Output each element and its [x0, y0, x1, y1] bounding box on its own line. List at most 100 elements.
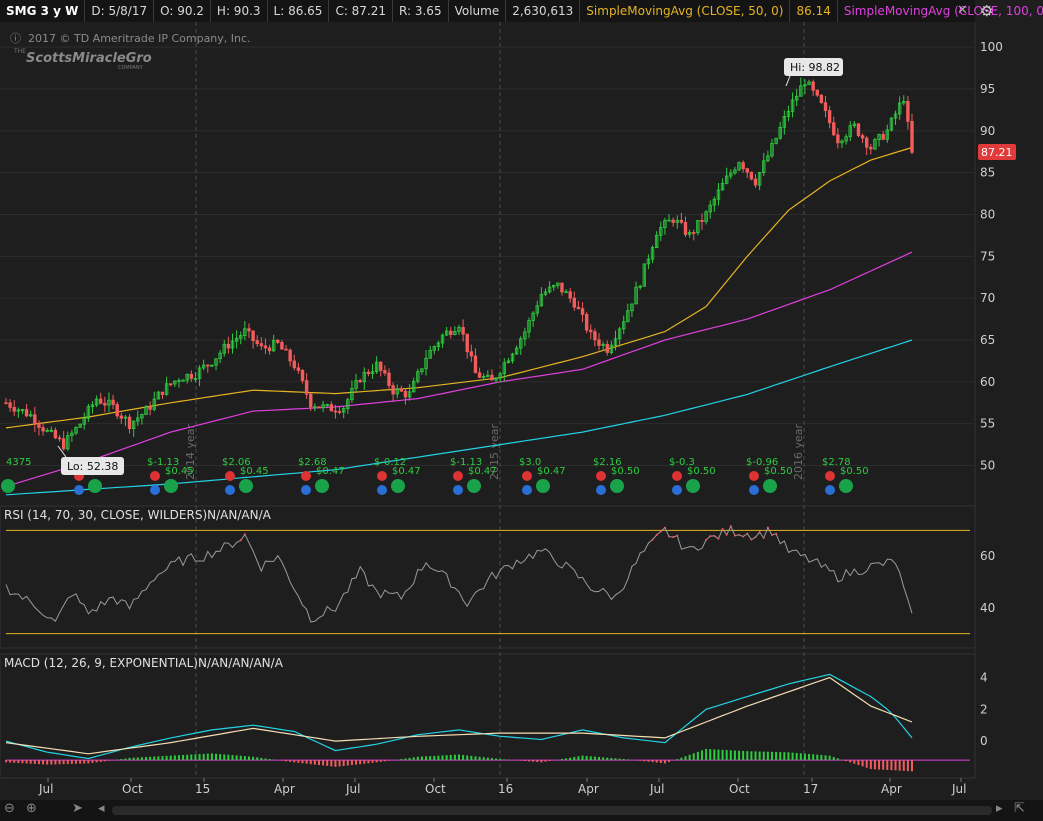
eps-label: 4375: [6, 457, 31, 468]
time-tick-label: Apr: [578, 782, 599, 796]
rsi-overbought-point: [243, 533, 246, 536]
candle-body: [556, 282, 560, 286]
sma100-study-label[interactable]: SimpleMovingAvg (CLOSE, 100, 0): [838, 0, 1043, 22]
candle-body: [94, 398, 99, 406]
candle-body: [263, 345, 268, 349]
candle-body: [444, 330, 449, 336]
rsi-overbought-point: [676, 534, 679, 537]
eps-label: $2.68: [298, 457, 327, 468]
eps-label: $-1.13: [147, 457, 179, 468]
candle-body: [869, 146, 873, 150]
candle-body: [337, 411, 342, 413]
candle-body: [144, 406, 148, 415]
candle-body: [856, 123, 861, 137]
dividend-label: $0.50: [611, 466, 640, 477]
candle-body: [333, 410, 338, 413]
candle-body: [782, 115, 787, 128]
low-callout: Lo: 52.38: [57, 445, 124, 475]
candle-body: [140, 414, 144, 419]
scrollbar-track[interactable]: [112, 806, 992, 815]
rsi-overbought-point: [655, 533, 658, 536]
candle-body: [99, 398, 103, 404]
candle-body: [214, 358, 218, 366]
low-callout-text: Lo: 52.38: [67, 460, 118, 473]
chart-settings-icon[interactable]: ⚙: [980, 2, 994, 20]
cursor-icon[interactable]: ➤: [72, 801, 83, 816]
candle-body: [712, 198, 717, 206]
candle-body: [498, 373, 502, 379]
candle-body: [490, 374, 494, 381]
scroll-left-icon[interactable]: ◂: [98, 801, 105, 816]
conference-marker-icon: [672, 485, 682, 495]
rsi-title[interactable]: RSI (14, 70, 30, CLOSE, WILDERS)N/AN/AN/…: [4, 508, 271, 522]
candle-body: [189, 373, 194, 379]
candle-body: [436, 342, 441, 348]
time-tick-label: Jul: [345, 782, 360, 796]
candle-body: [127, 416, 132, 430]
candle-body: [284, 348, 288, 351]
candle-body: [156, 391, 161, 400]
candle-body: [206, 364, 210, 367]
rsi-panel-bg: [0, 505, 976, 649]
fit-chart-icon[interactable]: ⇱: [1014, 801, 1025, 816]
rsi-overbought-point: [239, 539, 242, 542]
rsi-overbought-point: [717, 537, 720, 540]
zoom-out-icon[interactable]: ⊖: [4, 801, 15, 816]
candle-body: [679, 219, 684, 223]
rsi-overbought-point: [721, 527, 724, 530]
macd-tick-label: 2: [980, 702, 988, 716]
dividend-label: $0.47: [537, 466, 566, 477]
zoom-in-icon[interactable]: ⊕: [26, 801, 37, 816]
candle-body: [749, 171, 754, 180]
candle-body: [230, 340, 235, 349]
candle-body: [210, 364, 214, 367]
candle-body: [877, 134, 881, 140]
rsi-overbought-point: [659, 530, 662, 533]
candle-body: [309, 393, 313, 408]
macd-signal-line: [5, 676, 913, 755]
candle-body: [383, 370, 387, 374]
price-tick-label: 90: [980, 124, 995, 138]
candle-body: [539, 293, 544, 307]
close-icon[interactable]: ✕: [957, 3, 968, 18]
candle-body: [160, 391, 165, 395]
candle-body: [218, 352, 222, 360]
candle-body: [716, 189, 721, 200]
last-price-marker: 87.21: [978, 144, 1016, 160]
candle-body: [778, 126, 782, 139]
candle-body: [259, 343, 264, 347]
conference-marker-icon: [596, 485, 606, 495]
candle-body: [897, 102, 902, 115]
rsi-overbought-point: [766, 526, 769, 529]
date-label: D: 5/8/17: [85, 0, 155, 22]
symbol-label[interactable]: SMG 3 y W: [0, 0, 86, 22]
candle-body: [181, 379, 185, 382]
candle-body: [420, 368, 424, 373]
high-callout-text: Hi: 98.82: [790, 61, 840, 74]
candle-body: [16, 409, 21, 412]
candle-body: [424, 357, 428, 370]
rsi-line: [5, 524, 913, 623]
macd-title[interactable]: MACD (12, 26, 9, EXPONENTIAL)N/AN/AN/AN/…: [4, 656, 283, 670]
candle-body: [794, 95, 799, 101]
candle-body: [552, 285, 556, 288]
sma50-study-label[interactable]: SimpleMovingAvg (CLOSE, 50, 0): [580, 0, 791, 22]
candle-body: [807, 81, 811, 86]
candle-body: [675, 219, 679, 223]
candle-body: [288, 349, 292, 362]
copyright-text: 2017 © TD Ameritrade IP Company, Inc.: [28, 32, 251, 45]
rsi-tick-label: 40: [980, 601, 995, 615]
dividend-marker-icon: [610, 479, 624, 493]
candle-body: [584, 313, 589, 331]
candle-body: [29, 414, 33, 417]
candle-body: [893, 113, 898, 119]
candle-body: [572, 297, 577, 308]
candle-body: [325, 404, 329, 407]
conference-marker-icon: [522, 485, 532, 495]
scroll-right-icon[interactable]: ▸: [996, 801, 1003, 816]
rsi-tick-label: 60: [980, 549, 995, 563]
candle-body: [687, 232, 692, 235]
candle-body: [646, 258, 651, 265]
dividend-label: $0.50: [840, 466, 869, 477]
